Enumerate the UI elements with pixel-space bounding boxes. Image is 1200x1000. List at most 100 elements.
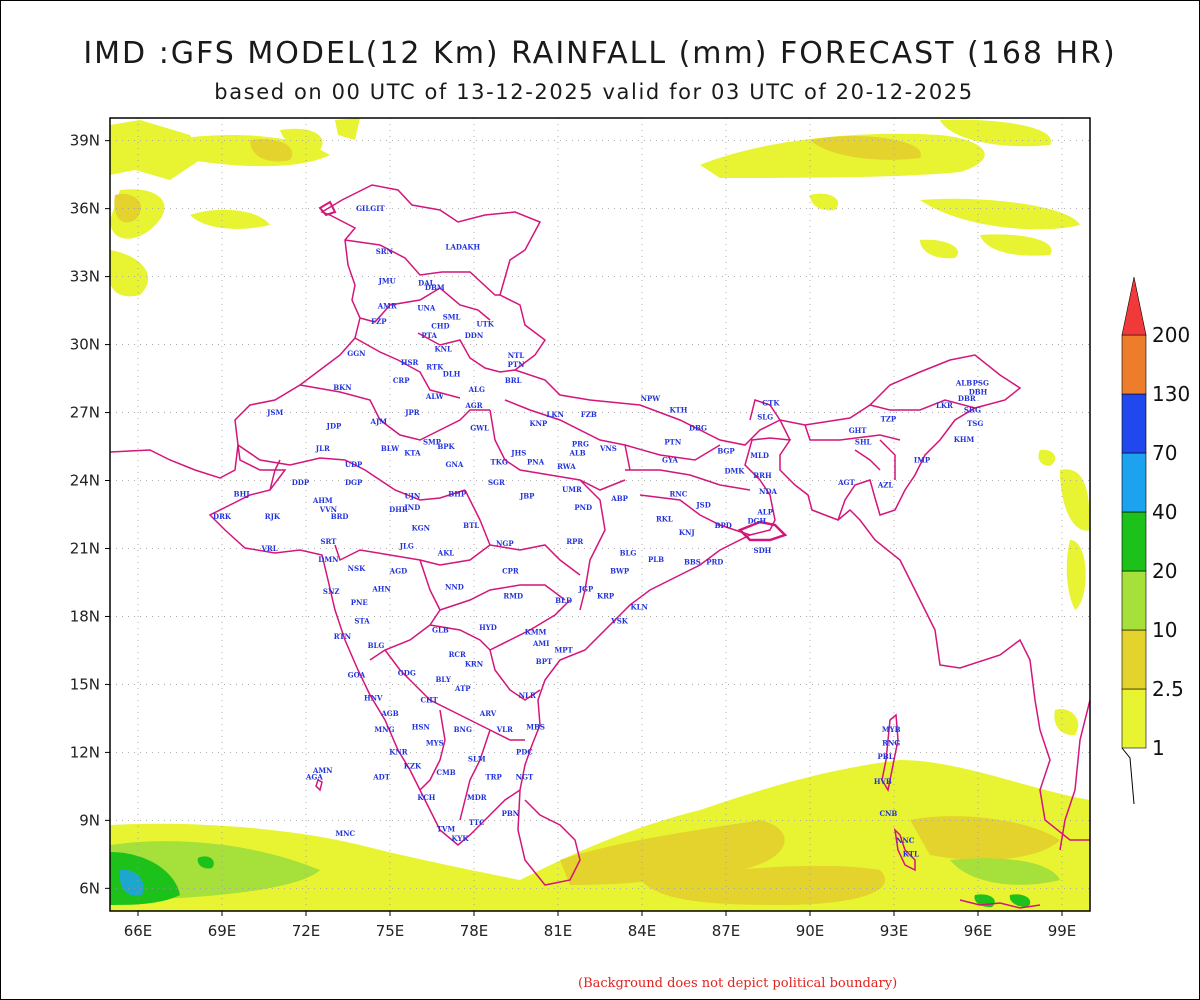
station-label: MDR xyxy=(467,793,487,802)
legend-label: 40 xyxy=(1152,500,1177,524)
station-label: ATP xyxy=(454,684,471,693)
station-label: TSG xyxy=(967,419,983,428)
legend-swatch xyxy=(1121,452,1147,513)
andaman-island xyxy=(881,713,899,793)
station-label: TZP xyxy=(881,415,897,424)
station-label: KTL xyxy=(903,850,919,859)
legend: 1 2.5 10 20 40 70 130 200 xyxy=(1121,276,1190,805)
lat-tick-label: 39N xyxy=(70,132,100,150)
rain-patch xyxy=(910,816,1060,860)
rain-patch xyxy=(1060,469,1090,531)
station-label: BPT xyxy=(536,657,553,666)
station-label: GOA xyxy=(348,671,366,680)
lat-tick-label: 36N xyxy=(70,200,100,218)
state-line xyxy=(639,494,751,536)
station-label: JPR xyxy=(404,408,420,417)
rain-patch xyxy=(940,119,1051,147)
station-label: BRH xyxy=(753,471,772,480)
station-label: CPR xyxy=(502,566,519,575)
lat-tick-label: 9N xyxy=(79,811,100,829)
station-label: BGP xyxy=(717,446,735,455)
station-label: MNG xyxy=(374,725,394,734)
neighbour-boundary xyxy=(110,444,239,479)
state-line xyxy=(624,444,721,461)
rain-patch xyxy=(110,120,200,180)
station-label: BNG xyxy=(454,725,472,734)
state-line xyxy=(869,399,976,411)
rain-patch xyxy=(640,865,886,905)
station-label: BLG xyxy=(368,641,385,650)
station-label: UTK xyxy=(476,319,494,328)
lat-tick-label: 6N xyxy=(79,879,100,897)
station-label: GWL xyxy=(470,424,489,433)
rain-patch xyxy=(280,128,323,151)
legend-label: 20 xyxy=(1152,559,1177,583)
rain-patch xyxy=(335,118,360,140)
station-label: NND xyxy=(445,582,464,591)
station-label: JDP xyxy=(326,421,342,430)
legend-arrow-top xyxy=(1121,276,1147,336)
state-line xyxy=(237,444,466,501)
station-label: DHR xyxy=(389,505,408,514)
station-label: AZL xyxy=(877,480,894,489)
station-label: DDP xyxy=(292,478,310,487)
station-label: RMD xyxy=(503,591,523,600)
station-label: AKL xyxy=(437,548,455,557)
state-line xyxy=(344,239,500,296)
state-line xyxy=(439,584,566,611)
station-label: AMI xyxy=(532,639,549,648)
state-line xyxy=(854,449,881,471)
station-label: ALP xyxy=(756,508,773,517)
state-line xyxy=(625,469,751,491)
legend-arrow-bottom xyxy=(1121,747,1135,805)
station-label: DGP xyxy=(345,478,363,487)
station-label: RNG xyxy=(882,739,900,748)
station-label: NLR xyxy=(519,691,536,700)
lat-tick-label: 30N xyxy=(70,336,100,354)
station-label: HVB xyxy=(874,777,892,786)
neighbour-boundary xyxy=(837,508,1090,841)
station-label: DBR xyxy=(958,394,976,403)
station-label: GDG xyxy=(398,668,416,677)
station-label: PND xyxy=(574,503,592,512)
state-line xyxy=(334,489,491,566)
station-label: PBL xyxy=(878,752,894,761)
station-label: DAL xyxy=(418,279,435,288)
station-label: UMR xyxy=(562,485,582,494)
state-line xyxy=(879,439,896,480)
boundaries xyxy=(110,184,1090,909)
lat-tick-label: 33N xyxy=(70,268,100,286)
station-label: NNC xyxy=(896,836,915,845)
station-label: KNJ xyxy=(679,528,695,537)
lon-tick-label: 69E xyxy=(208,922,237,940)
station-label: DGH xyxy=(747,517,766,526)
rain-patch xyxy=(114,194,142,223)
station-label: CHD xyxy=(431,322,449,331)
station-label: BLD xyxy=(555,596,572,605)
station-label: HYD xyxy=(479,623,497,632)
station-label: RTK xyxy=(426,362,444,371)
lat-tick-label: 18N xyxy=(70,607,100,625)
station-label: MYB xyxy=(882,725,901,734)
nicobar-island xyxy=(893,827,916,872)
station-label: KZK xyxy=(404,761,422,770)
state-line xyxy=(417,332,516,373)
station-label: JLR xyxy=(315,444,330,453)
station-label: ALW xyxy=(425,392,444,401)
legend-label: 130 xyxy=(1152,382,1190,406)
station-label: MYS xyxy=(426,739,444,748)
station-label: GNA xyxy=(445,460,463,469)
station-label: VRL xyxy=(261,544,278,553)
station-label: SHL xyxy=(855,437,872,446)
lon-tick-label: 87E xyxy=(712,922,741,940)
rain-patch xyxy=(980,234,1052,256)
station-label: PNE xyxy=(351,598,368,607)
state-line xyxy=(354,337,461,399)
lon-tick-label: 90E xyxy=(796,922,825,940)
neighbour-boundary xyxy=(959,899,1041,909)
station-label: SNZ xyxy=(323,587,340,596)
state-line xyxy=(429,599,571,651)
station-label: BLG xyxy=(620,548,637,557)
station-label: KTH xyxy=(669,406,687,415)
station-label: ABP xyxy=(610,494,628,503)
